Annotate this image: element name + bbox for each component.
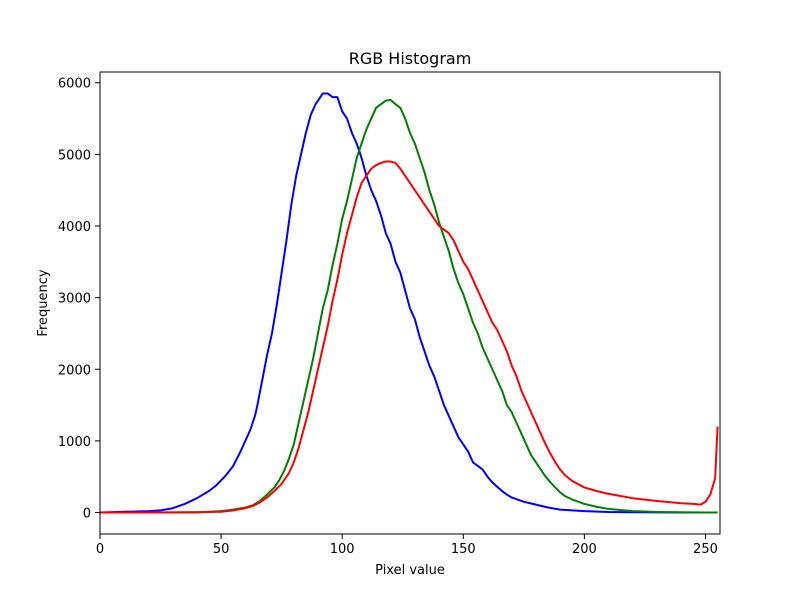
x-tick-label: 50 — [213, 542, 230, 557]
series-line-2 — [100, 98, 718, 514]
series-line-1 — [99, 92, 718, 514]
y-tick-label: 1000 — [58, 435, 91, 450]
plot-frame — [99, 71, 721, 535]
series-layer — [99, 92, 719, 514]
x-tick-label: 250 — [693, 542, 718, 557]
x-tick-label: 150 — [451, 542, 476, 557]
y-tick-label: 2000 — [58, 363, 91, 378]
x-tick-label: 0 — [96, 542, 104, 557]
x-tick-label: 200 — [572, 542, 597, 557]
y-axis-label: Frequency — [36, 269, 51, 336]
y-tick-label: 0 — [83, 507, 91, 522]
chart-title: RGB Histogram — [349, 49, 472, 68]
x-tick-label: 100 — [330, 542, 355, 557]
plot-area: 0 50 100 150 200 250 0 1000 2000 3000 4000 5000 600… — [58, 71, 721, 557]
y-tick-label: 6000 — [58, 77, 91, 92]
y-axis: 0 1000 2000 3000 4000 5000 6000 — [58, 77, 100, 522]
y-tick-label: 5000 — [58, 148, 91, 163]
y-tick-label: 3000 — [58, 292, 91, 307]
x-axis-label: Pixel value — [375, 563, 445, 578]
x-axis: 0 50 100 150 200 250 — [96, 534, 718, 557]
series-line-3 — [100, 160, 719, 514]
y-tick-label: 4000 — [58, 220, 91, 235]
